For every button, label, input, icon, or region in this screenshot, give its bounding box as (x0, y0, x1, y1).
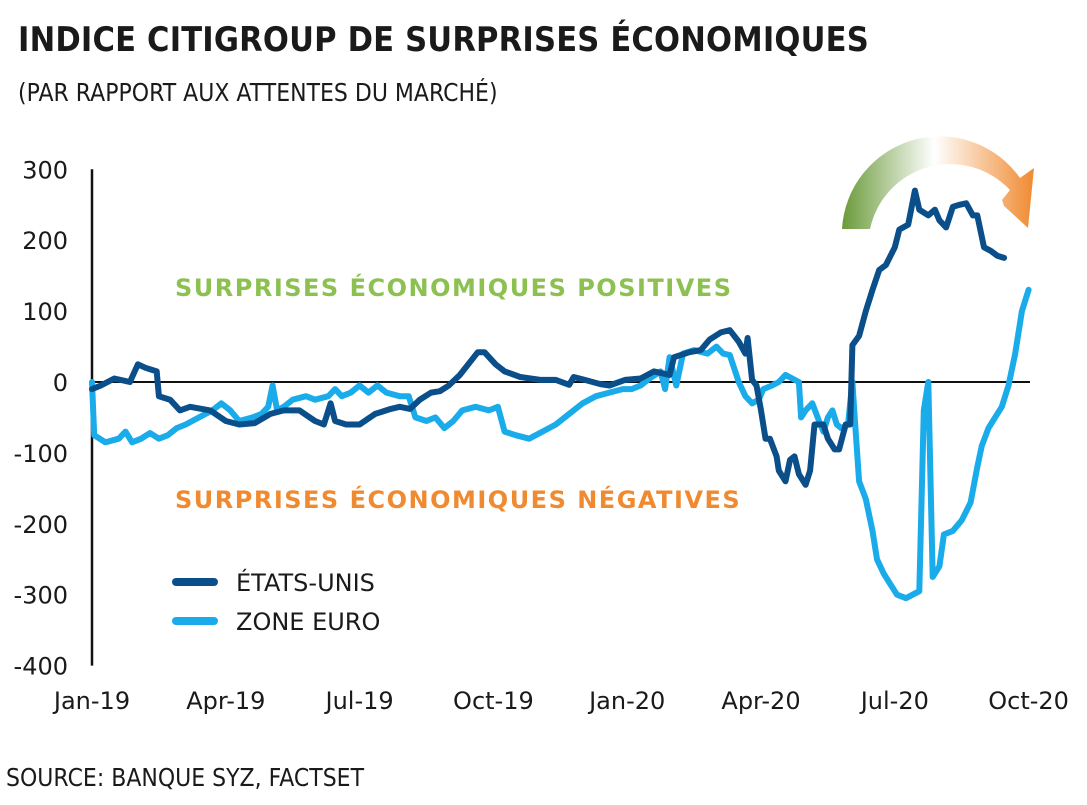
y-tick-label: 100 (22, 298, 68, 326)
series-line-zone-euro (89, 286, 1032, 602)
x-tick-label: Oct-19 (453, 687, 534, 715)
x-tick-label: Jul-20 (859, 687, 929, 715)
legend-item-zone-euro: ZONE EURO (172, 608, 380, 636)
y-tick-label: 200 (22, 227, 68, 255)
x-tick-label: Jan-19 (52, 687, 130, 715)
source-note: SOURCE: BANQUE SYZ, FACTSET (6, 763, 365, 792)
y-tick-label: 300 (22, 156, 68, 184)
legend: ÉTATS-UNIS ZONE EURO (172, 568, 380, 636)
y-tick-label: -100 (14, 440, 68, 468)
curved-arrow-icon (842, 136, 1034, 229)
x-tick-label: Jan-20 (587, 687, 665, 715)
series-line-etats-unis (89, 187, 1008, 488)
x-axis-ticks: Jan-19 Apr-19 Jul-19 Oct-19 Jan-20 Apr-20 Jul-… (52, 687, 1069, 715)
y-tick-label: -300 (14, 582, 68, 610)
legend-label-etats-unis: ÉTATS-UNIS (236, 568, 375, 597)
chart-subtitle: (PAR RAPPORT AUX ATTENTES DU MARCHÉ) (18, 78, 498, 107)
y-tick-label: -200 (14, 511, 68, 539)
legend-label-zone-euro: ZONE EURO (236, 608, 380, 636)
x-tick-label: Apr-20 (721, 687, 800, 715)
chart-title: INDICE CITIGROUP DE SURPRISES ÉCONOMIQUE… (18, 20, 869, 60)
y-axis-ticks: 300 200 100 0 -100 -200 -300 -400 (14, 156, 68, 680)
x-tick-label: Jul-19 (324, 687, 394, 715)
positive-surprises-label: SURPRISES ÉCONOMIQUES POSITIVES (175, 273, 732, 302)
y-tick-label: 0 (53, 369, 68, 397)
y-tick-label: -400 (14, 653, 68, 681)
x-tick-label: Oct-20 (988, 687, 1069, 715)
series-lines (89, 187, 1032, 602)
x-tick-label: Apr-19 (186, 687, 265, 715)
negative-surprises-label: SURPRISES ÉCONOMIQUES NÉGATIVES (175, 485, 741, 514)
arrow-body (842, 136, 1034, 229)
legend-item-etats-unis: ÉTATS-UNIS (172, 568, 375, 597)
